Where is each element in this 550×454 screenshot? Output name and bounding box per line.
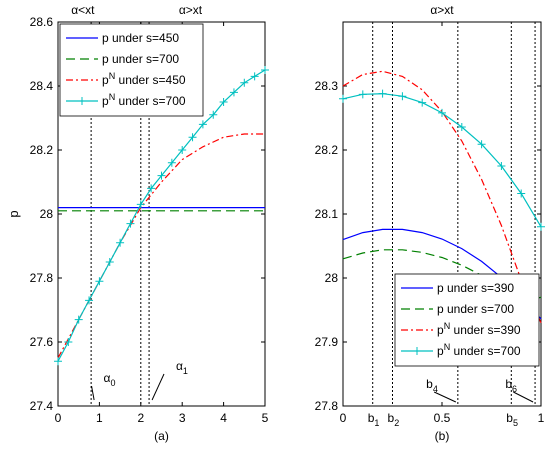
panel-label: (b) [435,429,450,443]
series-marker [497,162,506,170]
series-marker [398,92,407,101]
top-label: α<xt [71,3,95,17]
series-line-2 [57,133,265,359]
series-marker [167,158,176,167]
series-marker [147,184,156,193]
top-label: α>xt [179,3,203,17]
series-marker [157,171,166,180]
x-tick-label: 2 [137,411,144,425]
series-marker [457,122,466,131]
annotation-arrow [91,385,95,401]
legend-entry: pN under s=700 [102,92,186,108]
series-marker [126,219,135,228]
x-tick-label: 1 [96,411,103,425]
x-tick-label: 5 [262,411,269,425]
legend-entry: p under s=450 [102,31,179,45]
y-tick-label: 27.6 [30,335,54,349]
x-tick-label: 4 [220,411,227,425]
y-tick-label: 27.8 [30,271,54,285]
series-marker [477,140,486,149]
series-marker [198,120,207,129]
y-tick-label: 28.2 [315,143,339,157]
y-tick-label: 28.2 [30,143,54,157]
series-marker [116,238,125,247]
series-marker [261,66,269,74]
series-marker [240,78,249,87]
series-marker [358,90,367,99]
series-marker [85,296,94,305]
y-tick-label: 28.6 [30,15,54,29]
legend-entry: pN under s=450 [102,71,186,87]
series-marker [136,200,145,209]
series-marker [537,222,545,231]
series-marker [74,315,83,324]
series-marker [250,72,259,81]
annotation-label: b5 [506,411,518,428]
y-tick-label: 28 [325,271,339,285]
series-marker [95,277,104,286]
annotation-label: α1 [176,359,188,376]
series-marker [517,189,526,198]
annotation-label: α0 [104,371,116,388]
legend-marker [413,347,421,355]
series-marker [188,133,197,142]
series-marker [339,94,347,103]
annotation-label: b2 [388,411,400,428]
series-marker [378,89,387,98]
x-tick-label: 0.5 [434,411,451,425]
y-tick-label: 28.4 [30,79,54,93]
panel-label: (a) [154,429,169,443]
y-tick-label: 27.9 [315,335,339,349]
y-tick-label: 27.4 [30,399,54,413]
y-tick-label: 28 [40,207,54,221]
series-marker [418,98,427,107]
legend-entry: p under s=390 [437,281,514,295]
series-marker [229,88,238,97]
legend-entry: p under s=700 [437,302,514,316]
y-tick-label: 28.3 [315,79,339,93]
legend-entry: p under s=700 [102,52,179,66]
series-marker [438,108,446,117]
series-marker [219,98,228,106]
x-tick-label: 0 [55,411,62,425]
series-marker [64,338,73,346]
legend-marker [78,97,86,105]
top-label: α>xt [430,3,454,17]
x-tick-label: 1 [538,411,545,425]
y-tick-label: 28.1 [315,207,339,221]
annotation-label: b1 [368,411,380,428]
series-marker [105,258,114,266]
series-marker [178,146,187,154]
y-axis-label: p [6,210,21,217]
annotation-label: b6 [505,377,517,394]
series-marker [54,357,62,366]
annotation-arrow [513,391,534,403]
x-tick-label: 3 [179,411,186,425]
legend-entry: pN under s=390 [437,321,521,337]
annotation-arrow [433,391,457,403]
annotation-arrow [151,373,165,401]
series-marker [209,110,218,119]
legend-entry: pN under s=700 [437,342,521,358]
y-tick-label: 27.8 [315,399,339,413]
annotation-label: b4 [426,377,438,394]
x-tick-label: 0 [340,411,347,425]
